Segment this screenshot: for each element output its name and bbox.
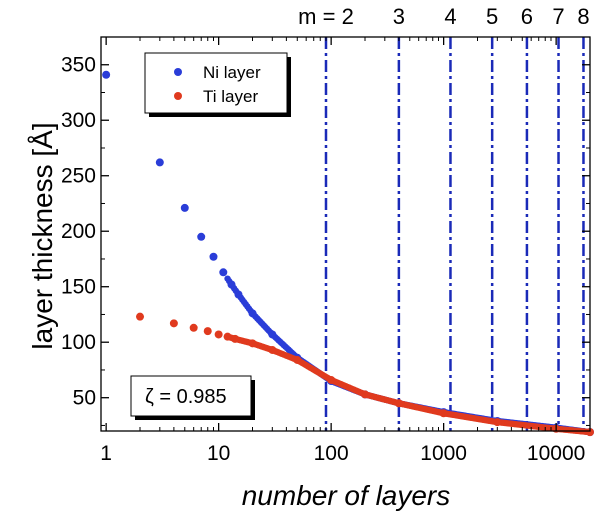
series-1-point [394,399,403,408]
series-0-point [234,290,243,299]
plot-frame [100,36,591,432]
reference-line-label-1: 3 [393,4,405,29]
legend-label-ti: Ti layer [203,87,258,106]
annotation-box [130,375,252,417]
reference-line-label-3: 5 [486,4,498,29]
annotation-text: ζ = 0.985 [145,386,227,408]
series-1-point [169,319,178,328]
y-tick-label: 300 [61,109,96,132]
series-1 [136,312,594,437]
x-tick-label: 10 [207,442,230,465]
y-tick-label: 50 [73,387,96,410]
axes-layer: m = 2 3 4 5 6 7 8 1 10 100 1000 10000 50 100 150 200 250… [61,4,591,465]
legend-marker-ni [174,68,182,76]
series-0-point [155,158,164,167]
series-1-point [293,355,302,364]
reference-lines-layer [324,37,585,431]
reference-line-label-5: 7 [552,4,564,29]
x-tick-label: 100 [314,442,349,465]
series-1-point [214,330,223,339]
series-1-point [586,428,594,437]
series-1-point [268,345,277,354]
series-0-point [248,309,257,318]
y-tick-label: 100 [61,331,96,354]
series-1-point [223,332,232,341]
series-1-point [248,339,257,348]
series-1-point [231,334,240,343]
legend-marker-ti [174,92,182,100]
series-0-point [227,280,236,289]
reference-line-label-4: 6 [521,4,533,29]
y-axis-title: layer thickness [Å] [27,122,58,349]
x-tick-label: 1 [100,442,112,465]
series-1-point [327,375,336,384]
series-1-point [493,418,502,427]
series-1-point [439,409,448,418]
y-tick-label: 350 [61,54,96,77]
y-tick-label: 250 [61,165,96,188]
reference-line-label-6: 8 [577,4,589,29]
reference-line-label-0: m = 2 [298,4,354,29]
x-axis-title: number of layers [242,480,451,511]
x-tick-label: 1000 [420,442,467,465]
series-0-point [209,252,218,261]
series-0-point [268,330,277,339]
series-1-point [136,312,145,321]
legend-box [144,52,288,114]
y-tick-label: 150 [61,276,96,299]
x-tick-label: 10000 [527,442,585,465]
series-0-point [180,203,189,212]
series-1-point [203,327,212,336]
series-1-point [189,323,198,332]
series-0-point [197,232,206,241]
data-points-layer [102,70,594,437]
legend-label-ni: Ni layer [203,63,261,82]
legend: Ni layer Ti layer [144,52,291,117]
zeta-annotation: ζ = 0.985 [130,375,255,420]
series-0-point [102,70,111,79]
reference-line-label-2: 4 [444,4,456,29]
y-tick-label: 200 [61,220,96,243]
series-1-point [361,390,370,399]
series-0-point [219,268,228,277]
